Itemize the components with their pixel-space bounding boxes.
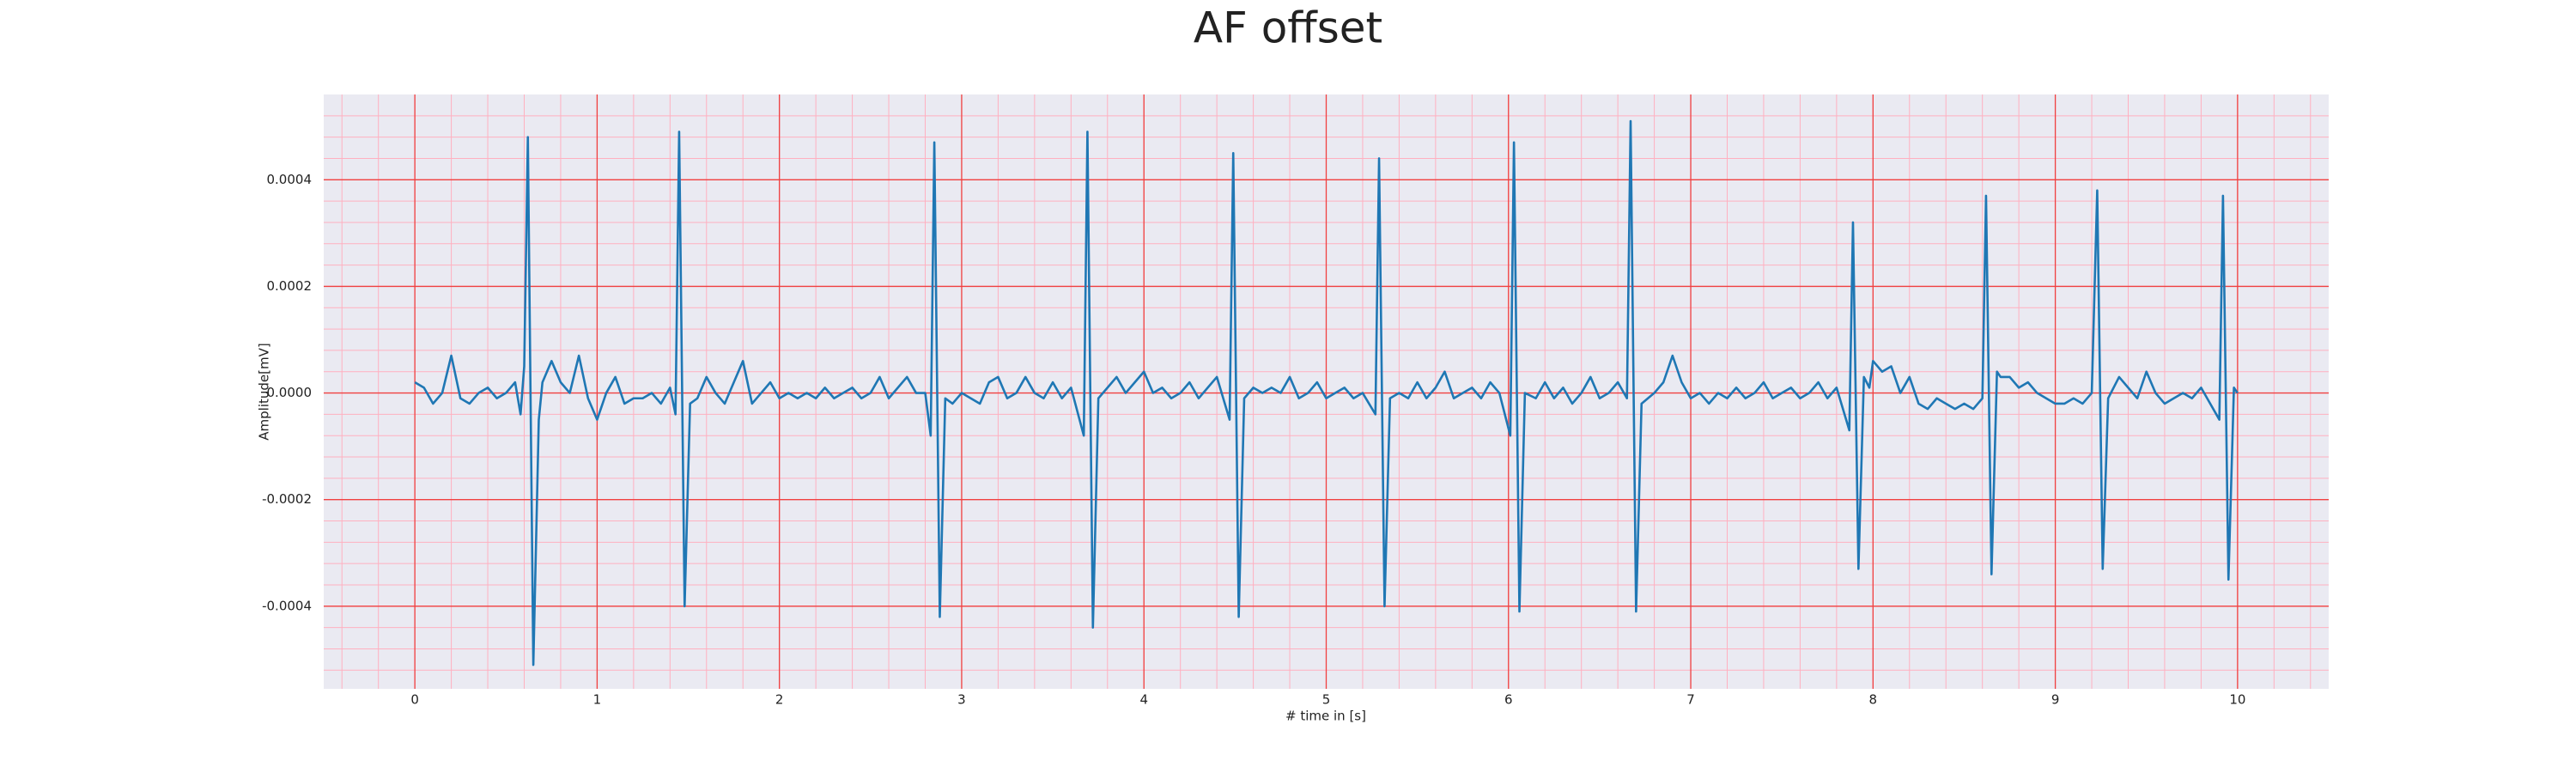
x-tick-label: 2 [775,692,784,708]
x-tick-label: 9 [2051,692,2060,708]
x-tick-label: 5 [1322,692,1331,708]
chart-title: AF offset [1194,3,1382,53]
y-tick-label: 0.0002 [267,278,313,294]
y-tick-label: -0.0002 [262,491,312,507]
x-axis-label: # time in [s] [1285,709,1366,724]
x-tick-label: 10 [2229,692,2245,708]
signal-line [414,119,2239,666]
x-tick-label: 8 [1869,692,1878,708]
x-tick-label: 6 [1504,692,1513,708]
y-tick-label: 0.0004 [267,172,313,187]
x-tick-label: 7 [1686,692,1695,708]
x-tick-label: 1 [593,692,602,708]
x-tick-label: 4 [1139,692,1148,708]
y-tick-label: 0.0000 [267,385,313,400]
y-axis-label: Amplitude[mV] [257,343,272,440]
y-tick-label: -0.0004 [262,598,312,613]
x-tick-label: 0 [410,692,419,708]
x-tick-label: 3 [957,692,966,708]
